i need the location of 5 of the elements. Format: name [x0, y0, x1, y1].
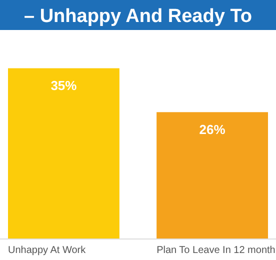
x-tick-label: Unhappy At Work [8, 245, 87, 256]
data-label: 26% [199, 122, 226, 138]
x-tick-label: Plan To Leave In 12 month [156, 245, 276, 256]
chart-title: – Unhappy And Ready To [24, 6, 252, 27]
data-label: 35% [50, 78, 78, 94]
